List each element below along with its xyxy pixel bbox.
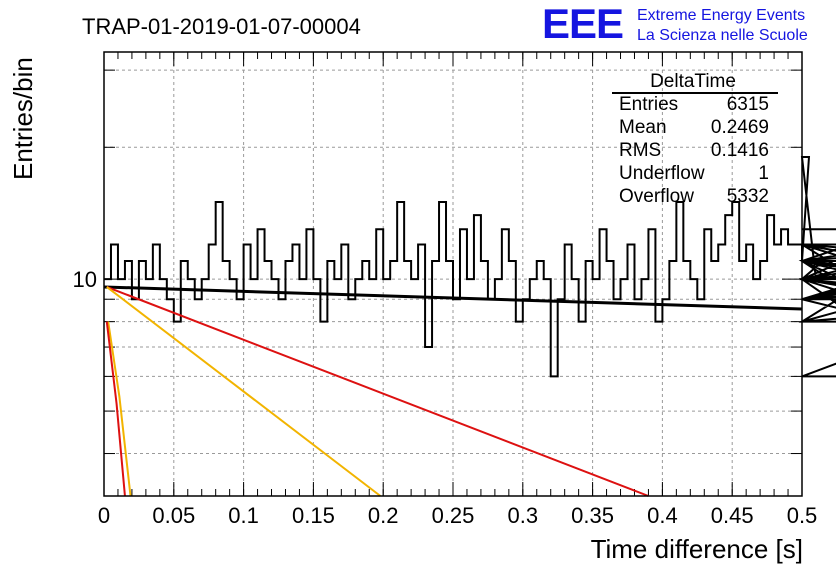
- x-tick-label: 0.4: [647, 503, 678, 528]
- x-tick-label: 0.2: [368, 503, 399, 528]
- stats-row-value: 0.1416: [711, 140, 769, 161]
- plot-frame: [103, 51, 803, 497]
- stats-row-label: RMS: [619, 140, 661, 161]
- stats-title: DeltaTime: [650, 71, 736, 92]
- fit-curve: [107, 321, 132, 497]
- logo-line-1: Extreme Energy Events: [637, 7, 805, 24]
- fit-curves: [103, 285, 803, 497]
- stats-row-value: 6315: [727, 94, 769, 115]
- x-tick-label: 0.25: [432, 503, 475, 528]
- stats-row-value: 5332: [727, 186, 769, 207]
- x-tick-labels: 0 0.05 0.1 0.15 0.2 0.25 0.3 0.35 0.4 0.45 0.5: [98, 503, 817, 528]
- eee-logo: EEE Extreme Energy Events La Scienza nel…: [542, 0, 808, 47]
- logo-mark: EEE: [542, 0, 623, 47]
- fit-curve: [105, 321, 126, 497]
- x-tick-label: 0.35: [571, 503, 614, 528]
- x-tick-label: 0.45: [711, 503, 754, 528]
- stats-box: DeltaTime Entries 6315 Mean 0.2469 RMS 0.1416…: [612, 71, 778, 207]
- histogram-outline: [104, 156, 836, 378]
- x-tick-label: 0.15: [292, 503, 335, 528]
- x-tick-label: 0.3: [508, 503, 539, 528]
- stats-row-value: 1: [758, 163, 769, 184]
- fit-curve: [106, 286, 649, 497]
- stats-row-label: Mean: [619, 117, 667, 138]
- y-axis-label: Entries/bin: [8, 57, 38, 180]
- stats-rows: Entries 6315 Mean 0.2469 RMS 0.1416 Underflow 1…: [619, 94, 769, 207]
- stats-row-label: Underflow: [619, 163, 705, 184]
- fit-curve: [103, 285, 803, 311]
- x-tick-label: 0.1: [228, 503, 259, 528]
- stats-row-label: Overflow: [619, 186, 694, 207]
- logo-line-2: La Scienza nelle Scuole: [637, 27, 808, 44]
- stats-row-value: 0.2469: [711, 117, 769, 138]
- fit-curve: [106, 286, 382, 497]
- x-tick-label: 0: [98, 503, 110, 528]
- x-tick-label: 0.5: [787, 503, 818, 528]
- x-axis-label: Time difference [s]: [591, 534, 803, 564]
- x-tick-label: 0.05: [152, 503, 195, 528]
- y-tick-label: 10: [73, 267, 97, 292]
- stats-row-label: Entries: [619, 94, 678, 115]
- chart-title: TRAP-01-2019-01-07-00004: [82, 14, 361, 39]
